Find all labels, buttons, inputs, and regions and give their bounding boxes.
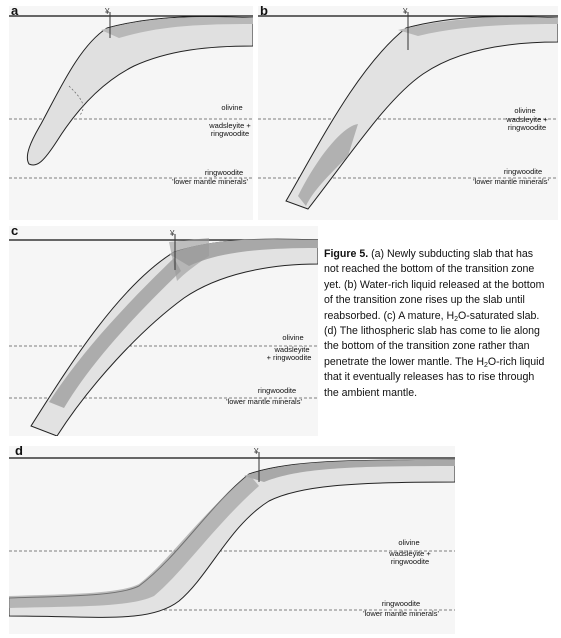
caption-text-2: O-saturated slab. (d) The lithospheric s… xyxy=(324,309,540,368)
panel-a-letter: a xyxy=(11,6,19,18)
panel-d-letter: d xyxy=(15,446,23,458)
panel-c-ringwoodite-label-2: ringwoodite xyxy=(257,386,297,395)
panel-d-diagram: ¥ xyxy=(9,447,455,618)
panel-b-wadsleyite-label: wadsleyite + xyxy=(506,115,548,124)
panel-a-olivine-label: olivine xyxy=(221,103,243,112)
panel-c: ¥ c olivine wadsleyite + ringwoodite rin… xyxy=(9,226,318,436)
figure-caption: Figure 5. (a) Newly subducting slab that… xyxy=(324,247,550,401)
panel-d-ringwoodite-label-2: ringwoodite xyxy=(381,599,421,608)
panel-a: ¥ a olivine wadsleyite + ringwoodite rin… xyxy=(9,6,253,220)
panel-a-wadsleyite-label: wadsleyite + xyxy=(209,121,251,130)
caption-text-1: (a) Newly subducting slab that has not r… xyxy=(324,248,545,322)
svg-text:¥: ¥ xyxy=(253,447,259,456)
caption-title: Figure 5. xyxy=(324,248,369,260)
panel-d-olivine-label: olivine xyxy=(398,538,420,547)
panel-b-diagram: ¥ xyxy=(258,7,558,210)
panel-a-ringwoodite-label-2: ringwoodite xyxy=(204,168,244,177)
panel-c-olivine-label: olivine xyxy=(282,333,304,342)
caption-sub-2: 2 xyxy=(483,361,488,369)
caption-text-3: O-rich liquid that it eventually release… xyxy=(324,355,545,399)
caption-sub-1: 2 xyxy=(454,315,459,323)
panel-b-letter: b xyxy=(260,6,268,18)
panel-a-diagram: ¥ xyxy=(9,7,253,179)
panel-a-lower-mantle-label: 'lower mantle minerals' xyxy=(172,177,248,186)
panel-c-letter: c xyxy=(11,226,19,238)
panel-d: ¥ d olivine wadsleyite + ringwoodite rin… xyxy=(9,446,455,634)
panel-b: ¥ b olivine wadsleyite + ringwoodite rin… xyxy=(258,6,558,220)
panel-c-diagram: ¥ xyxy=(9,229,318,436)
panel-b-olivine-label: olivine xyxy=(514,106,536,115)
panel-a-ringwoodite-label-1: ringwoodite xyxy=(210,129,250,138)
panel-d-ringwoodite-label-1: ringwoodite xyxy=(390,557,430,566)
panel-d-lower-mantle-label: 'lower mantle minerals' xyxy=(363,609,439,618)
svg-text:¥: ¥ xyxy=(169,229,175,238)
svg-text:¥: ¥ xyxy=(402,7,408,16)
panel-b-ringwoodite-label-1: ringwoodite xyxy=(507,123,547,132)
panel-c-ringwoodite-label-1: + ringwoodite xyxy=(266,353,312,362)
panel-b-ringwoodite-label-2: ringwoodite xyxy=(503,167,543,176)
panel-c-lower-mantle-label: 'lower mantle minerals' xyxy=(226,397,302,406)
panel-b-lower-mantle-label: 'lower mantle minerals' xyxy=(473,177,549,186)
svg-text:¥: ¥ xyxy=(104,7,110,16)
panel-c-wadsleyite-label: wadsleyite xyxy=(274,345,310,354)
panel-d-wadsleyite-label: wadsleyite + xyxy=(389,549,431,558)
